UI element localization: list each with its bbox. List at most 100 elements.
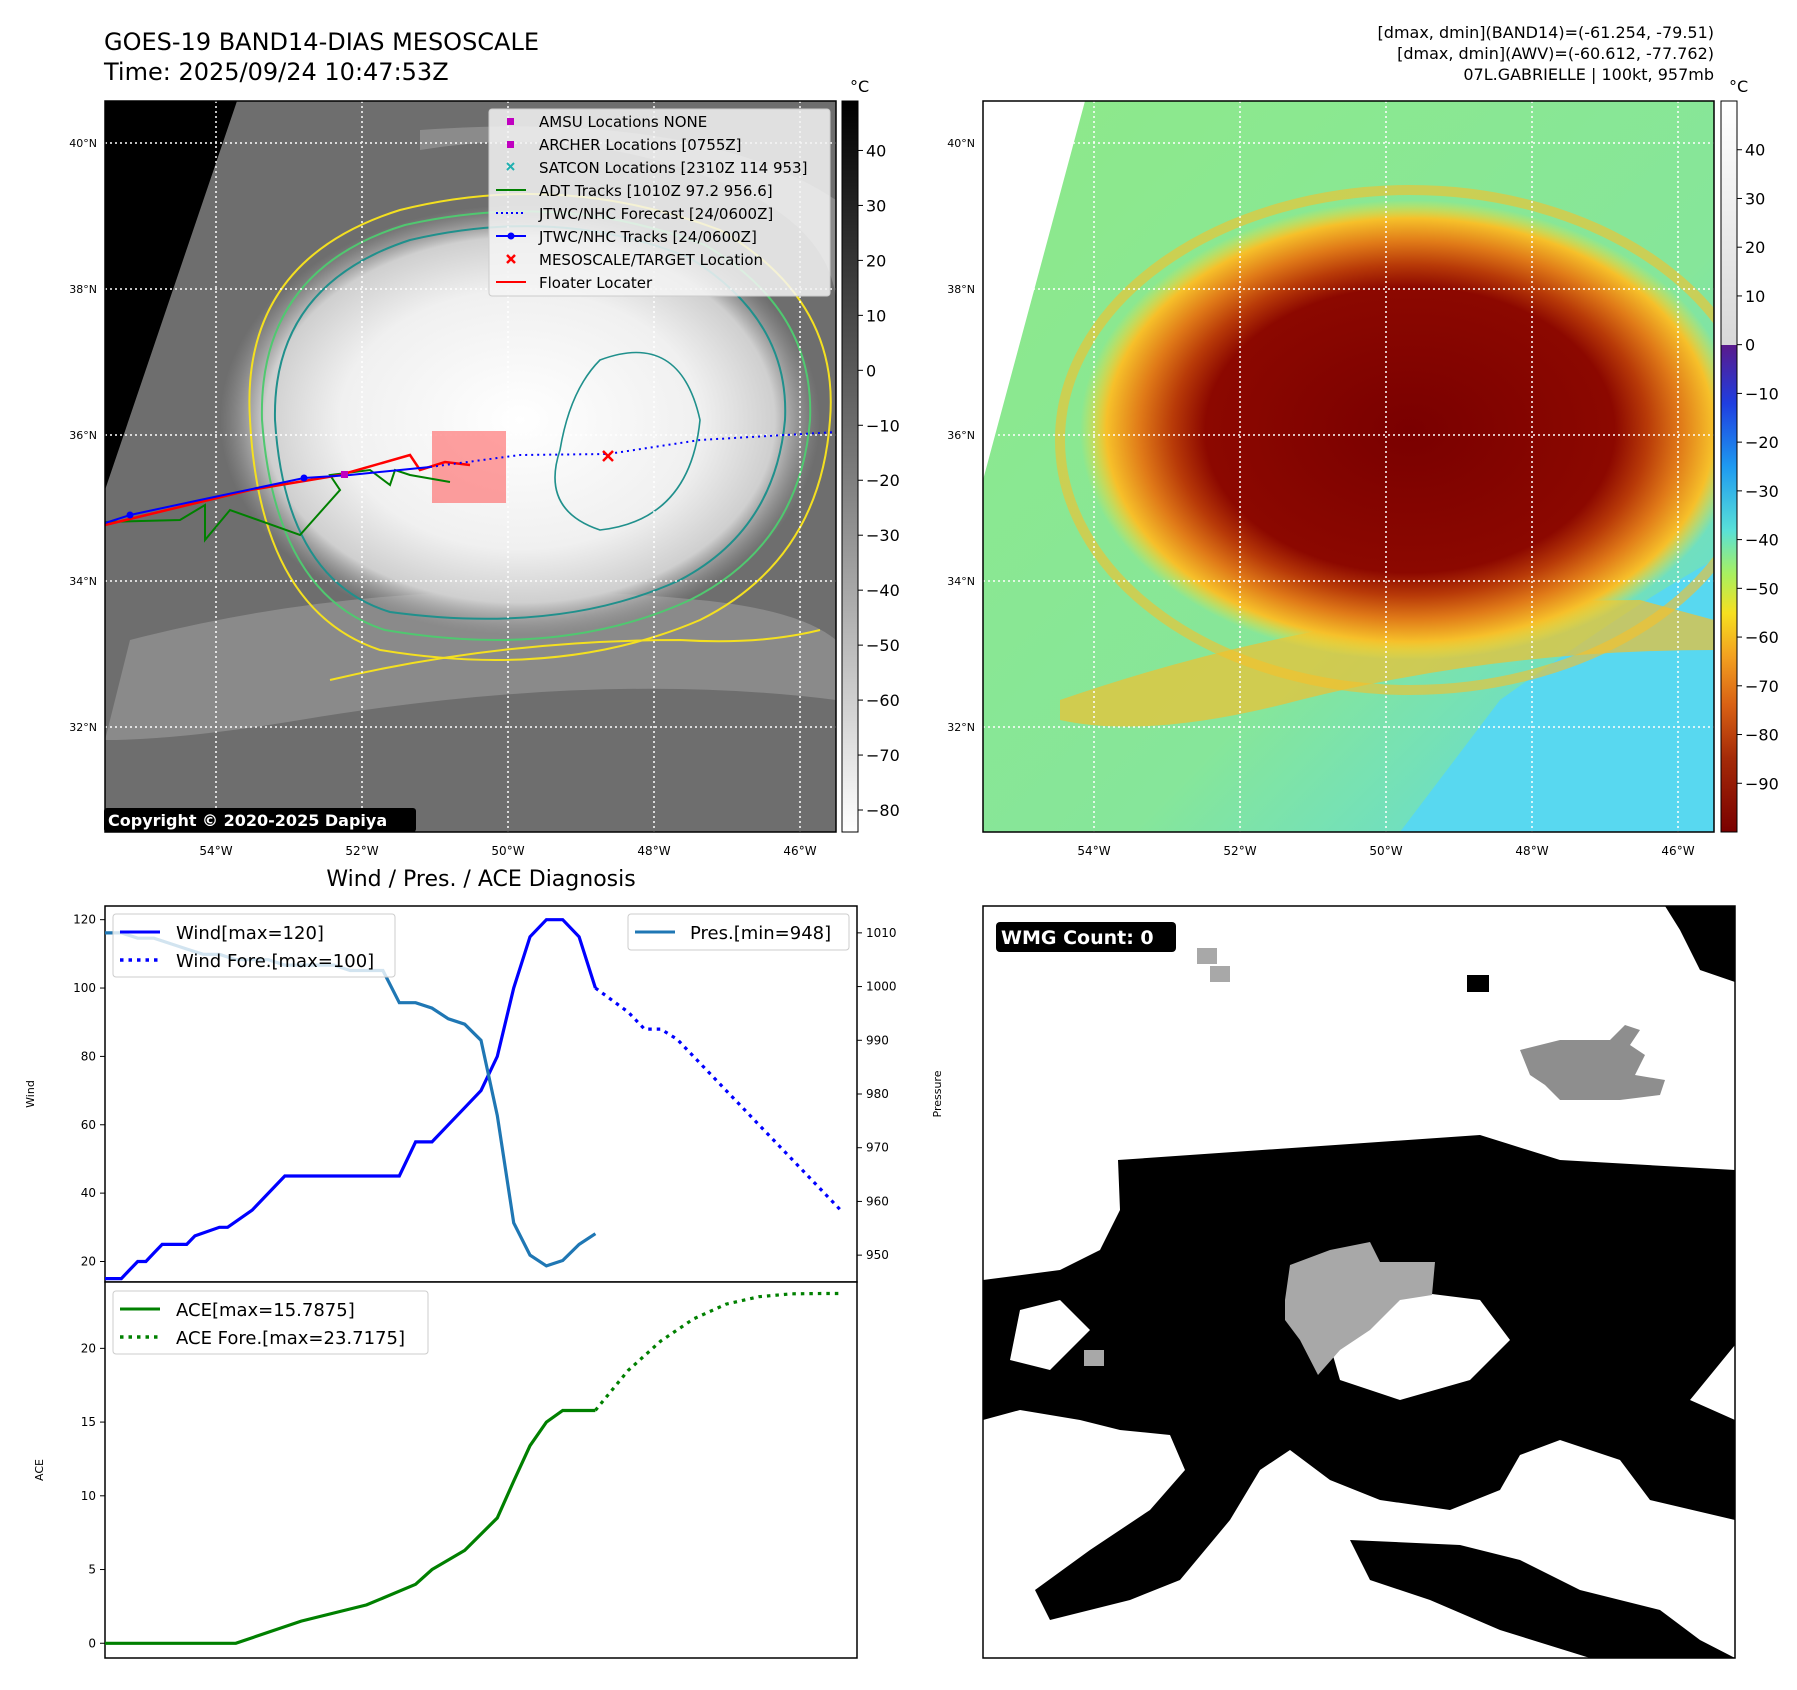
pressure-ytick-label: 960 — [866, 1194, 889, 1208]
pressure-ytick-label: 990 — [866, 1033, 889, 1047]
pressure-legend-box — [627, 913, 850, 951]
ace-ytick-label: 5 — [88, 1563, 96, 1577]
color-colorbar-tick-label: −90 — [1745, 774, 1779, 793]
panel-frame — [104, 100, 837, 833]
gray-colorbar-tick-label: 20 — [866, 251, 886, 270]
pressure-ytick-label: 950 — [866, 1248, 889, 1262]
wind-forecast-series-line — [594, 986, 842, 1212]
wmg-gray-region-1 — [1285, 1242, 1435, 1375]
lat-label: 38°N — [69, 283, 97, 296]
gray-colorbar-tick-label: 10 — [866, 306, 886, 325]
lon-label: 48°W — [637, 844, 670, 858]
ace-ytick-label: 20 — [81, 1341, 96, 1355]
contour-inner-teal — [554, 351, 701, 531]
wind-ytick-label: 120 — [73, 913, 96, 927]
lat-label: 34°N — [69, 575, 97, 588]
contour-south-band — [329, 629, 821, 681]
lat-label: 32°N — [947, 721, 975, 734]
gray-colorbar-tick-label: 30 — [866, 196, 886, 215]
no-data-region-color — [983, 101, 1085, 480]
legend-marker-nhc-dot — [507, 232, 515, 240]
map-gridlines-color — [983, 101, 1714, 832]
grayscale-satellite-panel: AMSU Locations NONE ARCHER Locations [07… — [69, 100, 837, 858]
wind-axis-label: Wind — [24, 1080, 37, 1108]
color-colorbar-tick-label: −70 — [1745, 677, 1779, 696]
ace-legend-label: ACE[max=15.7875] — [176, 1300, 355, 1321]
lat-label: 38°N — [947, 283, 975, 296]
pressure-ytick-label: 980 — [866, 1087, 889, 1101]
color-colorbar-cold — [1721, 345, 1737, 832]
color-colorbar-tick-label: 10 — [1745, 287, 1765, 306]
lon-label: 48°W — [1515, 844, 1548, 858]
nhc-track-point — [126, 511, 134, 519]
ace-ytick-label: 10 — [81, 1489, 96, 1503]
wind-forecast-legend-label: Wind Fore.[max=100] — [176, 951, 374, 972]
lon-label: 52°W — [1223, 844, 1256, 858]
mesoscale-target-marker — [602, 450, 614, 462]
storm-cold-core — [1080, 200, 1714, 660]
diagnosis-title: Wind / Pres. / ACE Diagnosis — [326, 867, 635, 892]
legend-marker-satcon — [506, 162, 515, 171]
color-colorbar-tick-label: 40 — [1745, 141, 1765, 160]
wmg-gray-small-2 — [1210, 966, 1230, 982]
wind-ytick-label: 80 — [81, 1049, 96, 1063]
pressure-legend: Pres.[min=948] — [627, 913, 850, 951]
color-colorbar-tick-label: 30 — [1745, 189, 1765, 208]
wind-legend-box — [112, 913, 396, 978]
legend-label-amsu: AMSU Locations NONE — [539, 113, 707, 131]
info-line-3: 07L.GABRIELLE | 100kt, 957mb — [1463, 65, 1714, 84]
color-colorbar-tick-label: −60 — [1745, 628, 1779, 647]
wind-ytick-label: 40 — [81, 1186, 96, 1200]
gray-colorbar-tick-label: −10 — [866, 416, 900, 435]
ace-ytick-label: 15 — [81, 1415, 96, 1429]
color-colorbar-tick-label: −10 — [1745, 384, 1779, 403]
legend-label-adt: ADT Tracks [1010Z 97.2 956.6] — [539, 182, 773, 200]
gray-colorbar-tick-label: −50 — [866, 636, 900, 655]
wmg-count-label: WMG Count: 0 — [1001, 927, 1154, 949]
wind-ytick-label: 100 — [73, 981, 96, 995]
wmg-cloud-corner — [1665, 906, 1735, 982]
contour-teal — [273, 225, 787, 620]
color-satellite-panel: 40°N 38°N 36°N 34°N 32°N 54°W 52°W 50°W … — [947, 100, 1715, 858]
ace-forecast-legend-label: ACE Fore.[max=23.7175] — [176, 1328, 405, 1349]
wind-ytick-label: 20 — [81, 1254, 96, 1268]
copyright-box — [104, 808, 416, 832]
color-colorbar-tick-label: 0 — [1745, 336, 1755, 355]
contour-yellow-outer — [248, 193, 832, 661]
wmg-gray-small-1 — [1197, 948, 1217, 964]
ace-series-line — [105, 1408, 596, 1645]
legend-label-target: MESOSCALE/TARGET Location — [539, 251, 763, 269]
color-colorbar-tick-label: 20 — [1745, 238, 1765, 257]
lon-label: 46°W — [783, 844, 816, 858]
wmg-count-badge — [996, 922, 1176, 952]
color-colorbar-tick-label: −50 — [1745, 579, 1779, 598]
wmg-gray-region-2 — [1520, 1025, 1665, 1100]
gray-colorbar-tick-label: −80 — [866, 801, 900, 820]
storm-cloud-shield — [220, 205, 820, 635]
lon-label: 54°W — [1077, 844, 1110, 858]
ace-forecast-series-line — [594, 1291, 841, 1412]
legend-label-forecast: JTWC/NHC Forecast [24/0600Z] — [538, 205, 773, 223]
legend-marker-target — [506, 254, 516, 264]
legend-label-nhc-tracks: JTWC/NHC Tracks [24/0600Z] — [538, 228, 757, 246]
legend-label-floater: Floater Locater — [539, 274, 653, 292]
lat-label: 36°N — [69, 429, 97, 442]
wmg-black-small — [1467, 975, 1489, 992]
gray-colorbar: °C 40 30 20 10 0 −10 −20 −30 −40 −50 −60 −70 −80 — [841, 77, 900, 833]
wmg-white-gap-2 — [1010, 1300, 1090, 1370]
legend-marker-archer — [507, 141, 514, 148]
gray-colorbar-tick-label: −30 — [866, 526, 900, 545]
lon-label: 46°W — [1661, 844, 1694, 858]
gray-colorbar-tick-label: −60 — [866, 691, 900, 710]
archer-location-marker — [341, 471, 348, 478]
gray-colorbar-tick-label: −70 — [866, 746, 900, 765]
nhc-track-point — [300, 474, 308, 482]
lon-label: 50°W — [1369, 844, 1402, 858]
ace-ytick-label: 0 — [88, 1636, 96, 1650]
color-colorbar-frame — [1720, 100, 1738, 833]
figure-title: GOES-19 BAND14-DIAS MESOSCALE — [104, 28, 539, 56]
lat-label: 40°N — [69, 137, 97, 150]
wmg-panel: WMG Count: 0 — [982, 905, 1736, 1659]
legend-label-archer: ARCHER Locations [0755Z] — [539, 136, 742, 154]
color-colorbar-tick-label: −80 — [1745, 726, 1779, 745]
